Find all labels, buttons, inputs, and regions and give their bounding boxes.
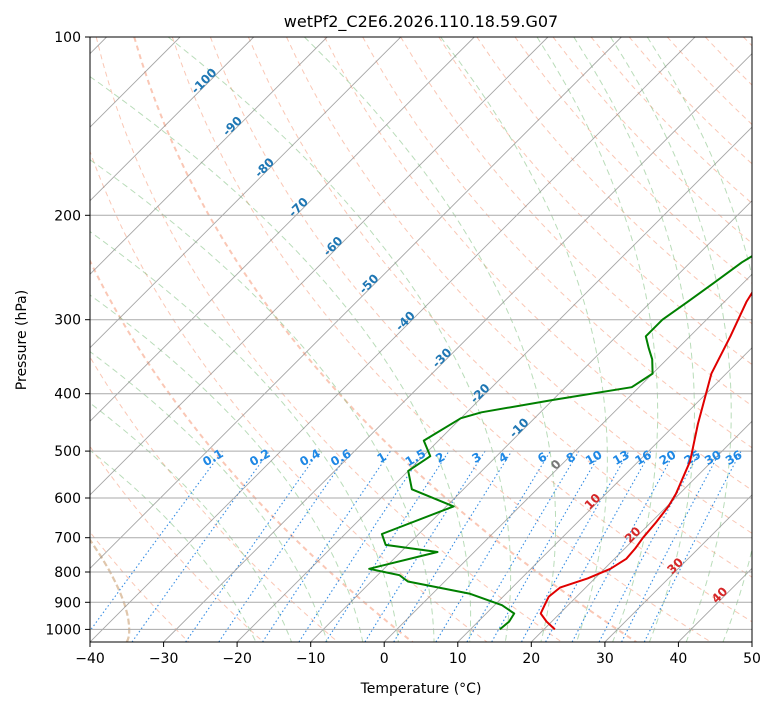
dry-adiabat-line [209,37,752,623]
moist-adiabat-line [90,159,435,642]
dry-adiabat-line [400,37,752,407]
moist-adiabat-line [90,76,472,642]
mixing-ratio-line [218,450,351,642]
x-tick-label: −40 [75,651,105,667]
dry-adiabat-line [95,37,562,642]
mixing-ratio-line [643,450,742,642]
isotherm-line [90,37,549,496]
dry-adiabat-line [90,445,264,642]
y-tick-label: 900 [54,595,81,611]
mixing-ratio-line [545,450,652,642]
background-lines [0,37,752,642]
isotherm-line [90,37,328,275]
y-axis-label: Pressure (hPa) [14,290,30,390]
dry-adiabat-line [90,150,488,642]
plot-background [90,37,752,642]
moist-adiabat-line [573,37,696,642]
x-tick-label: 20 [522,651,540,667]
isotherm-line [90,37,696,642]
isotherm-line [90,37,255,202]
mixing-ratio-line [325,450,450,642]
dry-adiabat-line [171,37,712,642]
isotherm-line [604,494,752,642]
y-tick-label: 1000 [45,622,81,638]
mixing-ratio-line [131,450,270,642]
moist-adiabat-line [167,37,512,642]
mixing-ratio-line [571,450,676,642]
mixing-ratio-line [90,450,223,632]
isotherm-line [383,273,752,642]
isotherm-line [457,347,752,642]
x-axis-ticks: −40 −30 −20 −10 0 10 20 30 40 50 [75,642,761,667]
temperature-profile-line [539,291,752,631]
isotherm-line [163,52,752,642]
y-tick-label: 600 [54,491,81,507]
y-tick-label: 500 [54,444,81,460]
dry-adiabat-line [286,37,752,534]
isotherm-line [310,200,752,642]
moist-adiabat-line [90,351,328,642]
dry-adiabat-line [90,356,339,642]
profile-lines [368,255,752,631]
isotherm-line [236,126,752,642]
x-tick-label: −20 [222,651,252,667]
dewpoint-profile-line [368,255,752,631]
plot-frame [89,36,753,643]
x-tick-label: 50 [743,651,761,667]
mixing-ratio-line [521,450,630,642]
x-tick-label: 10 [449,651,467,667]
x-tick-label: 30 [596,651,614,667]
y-tick-label: 800 [54,565,81,581]
dry-adiabat-line [362,37,752,449]
isotherm-line [751,641,752,642]
mixing-ratio-line [393,450,513,642]
moist-adiabat-line [536,37,659,642]
y-axis-ticks: 100 200 300 400 500 600 700 800 900 1000 [45,30,90,638]
isotherm-line [90,37,475,422]
moist-adiabat-line [90,231,399,642]
moist-adiabat-line [90,402,292,642]
x-axis-label: Temperature (°C) [360,681,482,697]
moist-adiabat-line [610,37,732,642]
isotherm-line [90,37,622,570]
mixing-ratio-line [262,450,391,642]
moist-adiabat-line [646,37,752,642]
mixing-ratio-line [298,450,425,642]
reference-arc-line [0,37,78,642]
x-tick-label: 0 [380,651,389,667]
isotherm-line [530,420,752,642]
isotherm-line [90,37,402,349]
dry-adiabat-line [247,37,752,578]
dry-adiabat-line [133,37,637,642]
x-tick-label: 40 [669,651,687,667]
grid-lines [90,37,752,642]
moist-adiabat-line [440,37,608,642]
y-tick-label: 100 [54,30,81,46]
chart-title: wetPf2_C2E6.2026.110.18.59.G07 [284,12,558,32]
y-tick-label: 400 [54,387,81,403]
moist-adiabat-line [90,294,364,642]
y-tick-label: 200 [54,208,81,224]
y-tick-label: 300 [54,313,81,329]
x-tick-label: −30 [149,651,179,667]
y-tick-label: 700 [54,531,81,547]
dry-adiabat-line [324,37,752,491]
x-tick-label: −10 [296,651,326,667]
mixing-ratio-line [185,450,320,642]
